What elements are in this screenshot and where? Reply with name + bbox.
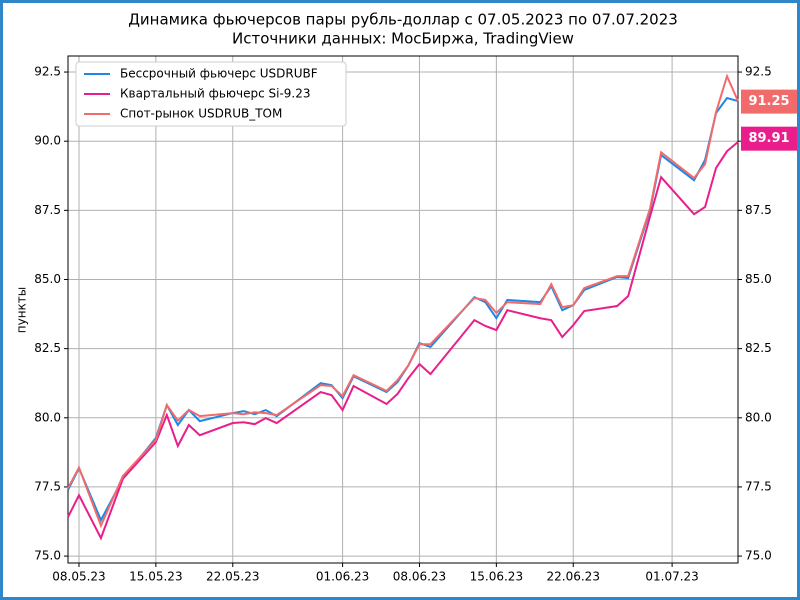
end-label-box [741, 89, 797, 114]
y-tick-label: 82.5 [34, 341, 61, 355]
plot-area [67, 55, 739, 564]
y2-tick-label: 87.5 [745, 203, 772, 217]
x-tick-label: 22.05.23 [206, 570, 259, 584]
x-tick-label: 15.05.23 [129, 570, 182, 584]
y-tick-label: 92.5 [34, 65, 61, 79]
y2-tick-label: 75.0 [745, 549, 772, 563]
y2-tick-label: 80.0 [745, 410, 772, 424]
y-tick-label: 77.5 [34, 479, 61, 493]
legend-box [75, 61, 347, 127]
y-tick-label: 80.0 [34, 410, 61, 424]
x-tick-label: 01.06.23 [316, 570, 369, 584]
y-tick-label: 75.0 [34, 549, 61, 563]
series-line [67, 141, 739, 541]
legend-label: Бессрочный фьючерс USDRUBF [120, 67, 318, 81]
y2-tick-label: 82.5 [745, 341, 772, 355]
x-tick-label: 15.06.23 [470, 570, 523, 584]
y-tick-label: 87.5 [34, 203, 61, 217]
y2-tick-label: 77.5 [745, 479, 772, 493]
end-label: 89.91 [748, 131, 789, 146]
end-label: 91.25 [748, 94, 789, 109]
y2-tick-label: 85.0 [745, 272, 772, 286]
chart-subtitle: Источники данных: МосБиржа, TradingView [232, 30, 574, 48]
y-tick-label: 85.0 [34, 272, 61, 286]
x-tick-label: 08.06.23 [393, 570, 446, 584]
y-tick-label: 90.0 [34, 134, 61, 148]
series-line [67, 73, 739, 529]
legend-label: Квартальный фьючерс Si-9.23 [120, 87, 311, 101]
y-axis-label: пункты [15, 287, 29, 334]
x-tick-label: 22.06.23 [547, 570, 600, 584]
x-tick-label: 01.07.23 [645, 570, 698, 584]
end-label-box [741, 126, 797, 151]
y2-tick-label: 92.5 [745, 65, 772, 79]
legend-label: Спот-рынок USDRUB_TOM [120, 107, 282, 121]
legend: Бессрочный фьючерс USDRUBF Квартальный фь… [75, 61, 347, 127]
x-tick-label: 08.05.23 [52, 570, 105, 584]
chart-title: Динамика фьючерсов пары рубль-доллар с 0… [128, 11, 678, 29]
